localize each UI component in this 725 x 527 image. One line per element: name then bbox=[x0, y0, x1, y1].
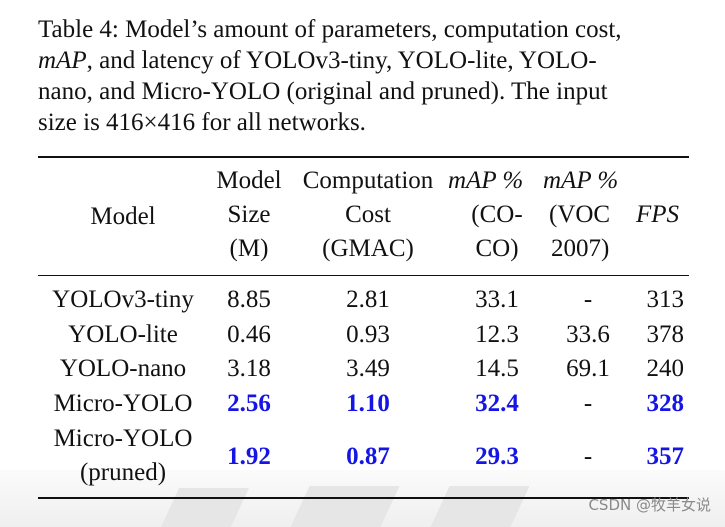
cell-model: YOLO-lite bbox=[68, 321, 178, 348]
cell-cost: 1.10 bbox=[346, 390, 390, 417]
cell-fps: 357 bbox=[646, 443, 685, 470]
caption-line-2-rest: , and latency of YOLOv3-tiny, YOLO-lite,… bbox=[86, 47, 597, 74]
cell-cost: 0.93 bbox=[346, 321, 390, 348]
cell-size: 1.92 bbox=[227, 443, 271, 470]
cell-fps: 313 bbox=[646, 286, 685, 313]
cell-fps: 378 bbox=[646, 321, 685, 348]
cell-model-line-2: (pruned) bbox=[79, 459, 167, 486]
caption-line-3: nano, and Micro-YOLO (original and prune… bbox=[38, 78, 608, 105]
header-map-voc-line-2: (VOC bbox=[549, 201, 611, 228]
cell-size: 2.56 bbox=[227, 390, 271, 417]
caption-line-2: mAP, and latency of YOLOv3-tiny, YOLO-li… bbox=[38, 45, 688, 76]
cell-cost: 3.49 bbox=[346, 355, 390, 382]
cell-size: 8.85 bbox=[227, 286, 271, 313]
cell-map-coco: 12.3 bbox=[475, 321, 519, 348]
caption-line-4: size is 416×416 for all networks. bbox=[38, 109, 366, 136]
cell-map-coco: 32.4 bbox=[475, 390, 519, 417]
header-cost-line-2: Cost bbox=[345, 201, 391, 228]
cell-model: YOLO-nano bbox=[59, 355, 187, 382]
cell-size: 0.46 bbox=[227, 321, 271, 348]
table-bottom-rule bbox=[38, 497, 689, 499]
cell-map-voc: 33.6 bbox=[566, 321, 610, 348]
header-size-line-1: Model bbox=[216, 167, 282, 194]
cell-model: YOLOv3-tiny bbox=[52, 286, 194, 313]
table-top-rule bbox=[38, 156, 689, 158]
cell-fps: 328 bbox=[646, 390, 685, 417]
table-header-rule bbox=[38, 275, 689, 276]
header-fps: FPS bbox=[636, 201, 680, 228]
background-watermark-shape bbox=[290, 486, 400, 527]
cell-map-coco: 14.5 bbox=[475, 355, 519, 382]
header-map-voc-line-3: 2007) bbox=[551, 235, 610, 262]
cell-map-voc: - bbox=[583, 443, 593, 470]
cell-map-coco: 33.1 bbox=[475, 286, 519, 313]
cell-cost: 0.87 bbox=[346, 443, 390, 470]
csdn-watermark: CSDN @牧羊女说 bbox=[588, 496, 711, 514]
header-cost-line-1: Computation bbox=[302, 167, 434, 194]
header-cost-line-3: (GMAC) bbox=[322, 235, 414, 262]
cell-map-voc: - bbox=[583, 286, 593, 313]
cell-fps: 240 bbox=[646, 355, 685, 382]
cell-map-voc: - bbox=[583, 390, 593, 417]
header-size-line-3: (M) bbox=[229, 235, 269, 262]
header-map-coco-line-2: (CO- bbox=[471, 201, 523, 228]
table-caption: Table 4: Model’s amount of parameters, c… bbox=[38, 14, 688, 138]
header-size-line-2: Size bbox=[227, 201, 271, 228]
caption-line-1: Table 4: Model’s amount of parameters, c… bbox=[38, 16, 622, 43]
cell-size: 3.18 bbox=[227, 355, 271, 382]
cell-map-coco: 29.3 bbox=[475, 443, 519, 470]
header-model: Model bbox=[90, 203, 156, 230]
header-map-coco-line-3: CO) bbox=[475, 235, 519, 262]
caption-map: mAP bbox=[38, 47, 87, 74]
header-map-coco-line-1: mAP % bbox=[448, 167, 524, 194]
cell-model-line-1: Micro-YOLO bbox=[53, 425, 193, 452]
cell-model: Micro-YOLO bbox=[53, 390, 193, 417]
cell-cost: 2.81 bbox=[346, 286, 390, 313]
cell-map-voc: 69.1 bbox=[566, 355, 610, 382]
header-map-voc-line-1: mAP % bbox=[543, 167, 619, 194]
